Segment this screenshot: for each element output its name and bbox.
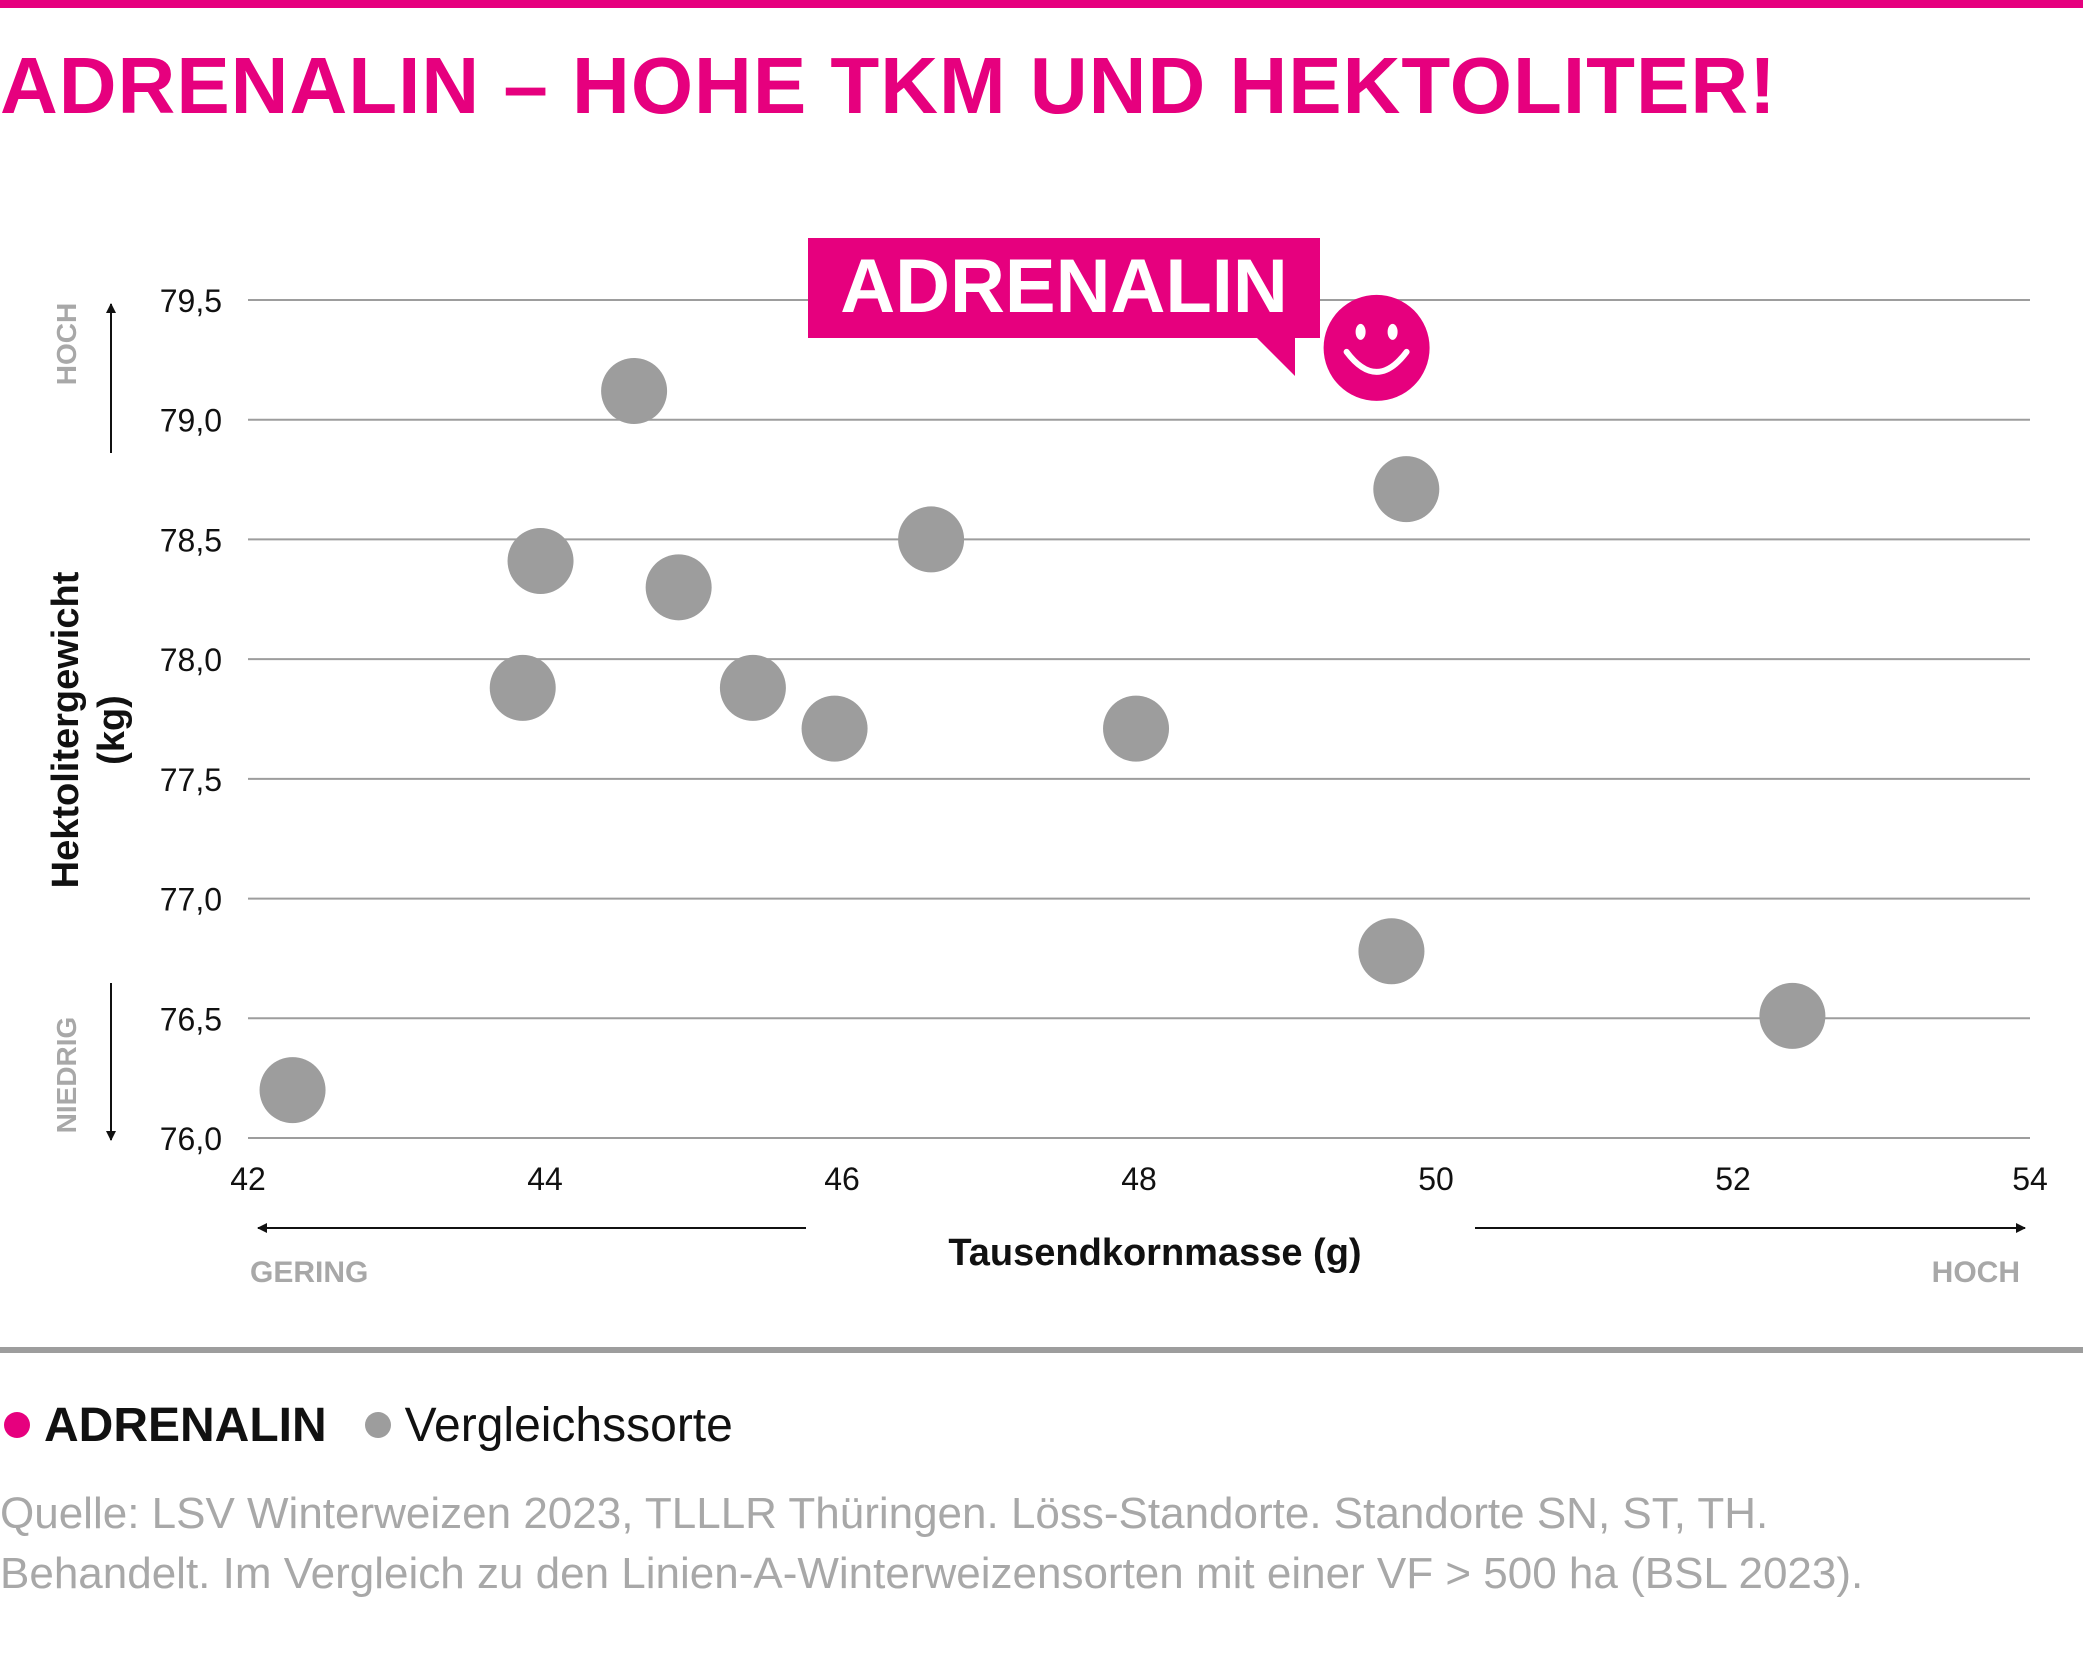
y-tick-label: 79,0 xyxy=(160,403,222,439)
legend-label-adrenalin: ADRENALIN xyxy=(44,1398,327,1452)
x-tick-label: 48 xyxy=(1121,1161,1157,1197)
x-high-direction-label: HOCH xyxy=(1932,1256,2020,1289)
x-axis-label: Tausendkornmasse (g) xyxy=(948,1232,1361,1274)
footer-separator xyxy=(0,1347,2083,1353)
legend-label-vergleichssorte: Vergleichssorte xyxy=(404,1398,733,1452)
top-accent-bar xyxy=(0,0,2083,8)
x-tick-label: 42 xyxy=(230,1161,266,1197)
x-tick-label: 44 xyxy=(527,1161,563,1197)
data-point-vergleichssorte xyxy=(645,554,712,621)
data-point-vergleichssorte xyxy=(1358,918,1425,985)
y-tick-label: 76,5 xyxy=(160,1001,222,1037)
y-tick-label: 79,5 xyxy=(160,283,222,319)
data-point-vergleichssorte xyxy=(507,527,574,594)
data-point-vergleichssorte xyxy=(1103,695,1170,762)
y-tick-label: 76,0 xyxy=(160,1121,222,1157)
callout-pointer xyxy=(1255,336,1295,376)
chart-title: ADRENALIN – HOHE TKM UND HEKTOLITER! xyxy=(0,41,1777,130)
legend-marker-adrenalin xyxy=(4,1412,30,1438)
y-axis-label: Hektolitergewicht (kg) xyxy=(45,571,133,888)
y-tick-label: 77,0 xyxy=(160,882,222,918)
data-point-vergleichssorte xyxy=(489,654,556,721)
y-high-direction-label: HOCH xyxy=(51,303,82,385)
x-tick-label: 46 xyxy=(824,1161,860,1197)
x-tick-label: 50 xyxy=(1418,1161,1454,1197)
data-point-vergleichssorte xyxy=(1373,456,1440,523)
scatter-chart: 76,0 76,5 77,0 77,5 78,0 78,5 79,0 79,5 42 44 46 48… xyxy=(45,238,2048,1289)
y-low-direction-label: NIEDRIG xyxy=(51,1017,82,1134)
data-point-vergleichssorte xyxy=(601,357,668,424)
y-tick-label: 78,5 xyxy=(160,522,222,558)
source-note: Quelle: LSV Winterweizen 2023, TLLLR Thü… xyxy=(0,1484,2060,1604)
source-line-1: Quelle: LSV Winterweizen 2023, TLLLR Thü… xyxy=(0,1489,1769,1538)
source-line-2: Behandelt. Im Vergleich zu den Linien-A-… xyxy=(0,1549,1864,1598)
data-point-vergleichssorte xyxy=(801,695,868,762)
callout-label: ADRENALIN xyxy=(840,244,1288,329)
x-low-direction-label: GERING xyxy=(250,1256,368,1289)
y-tick-label: 78,0 xyxy=(160,642,222,678)
data-point-vergleichssorte xyxy=(259,1057,326,1124)
data-point-vergleichssorte xyxy=(1759,982,1826,1049)
y-tick-label: 77,5 xyxy=(160,762,222,798)
callout-box xyxy=(808,238,1320,338)
x-tick-label: 52 xyxy=(1715,1161,1751,1197)
legend-marker-vergleichssorte xyxy=(364,1412,391,1438)
svg-text:(kg): (kg) xyxy=(91,695,133,765)
data-point-vergleichssorte xyxy=(898,506,965,573)
legend: ADRENALIN Vergleichssorte xyxy=(0,1395,733,1455)
adrenalin-callout: ADRENALIN xyxy=(808,238,1320,376)
data-point-vergleichssorte xyxy=(719,654,786,721)
data-point-adrenalin xyxy=(1323,294,1430,401)
x-tick-label: 54 xyxy=(2012,1161,2048,1197)
svg-text:Hektolitergewicht: Hektolitergewicht xyxy=(45,571,87,888)
smiley-face-icon xyxy=(1343,323,1410,375)
